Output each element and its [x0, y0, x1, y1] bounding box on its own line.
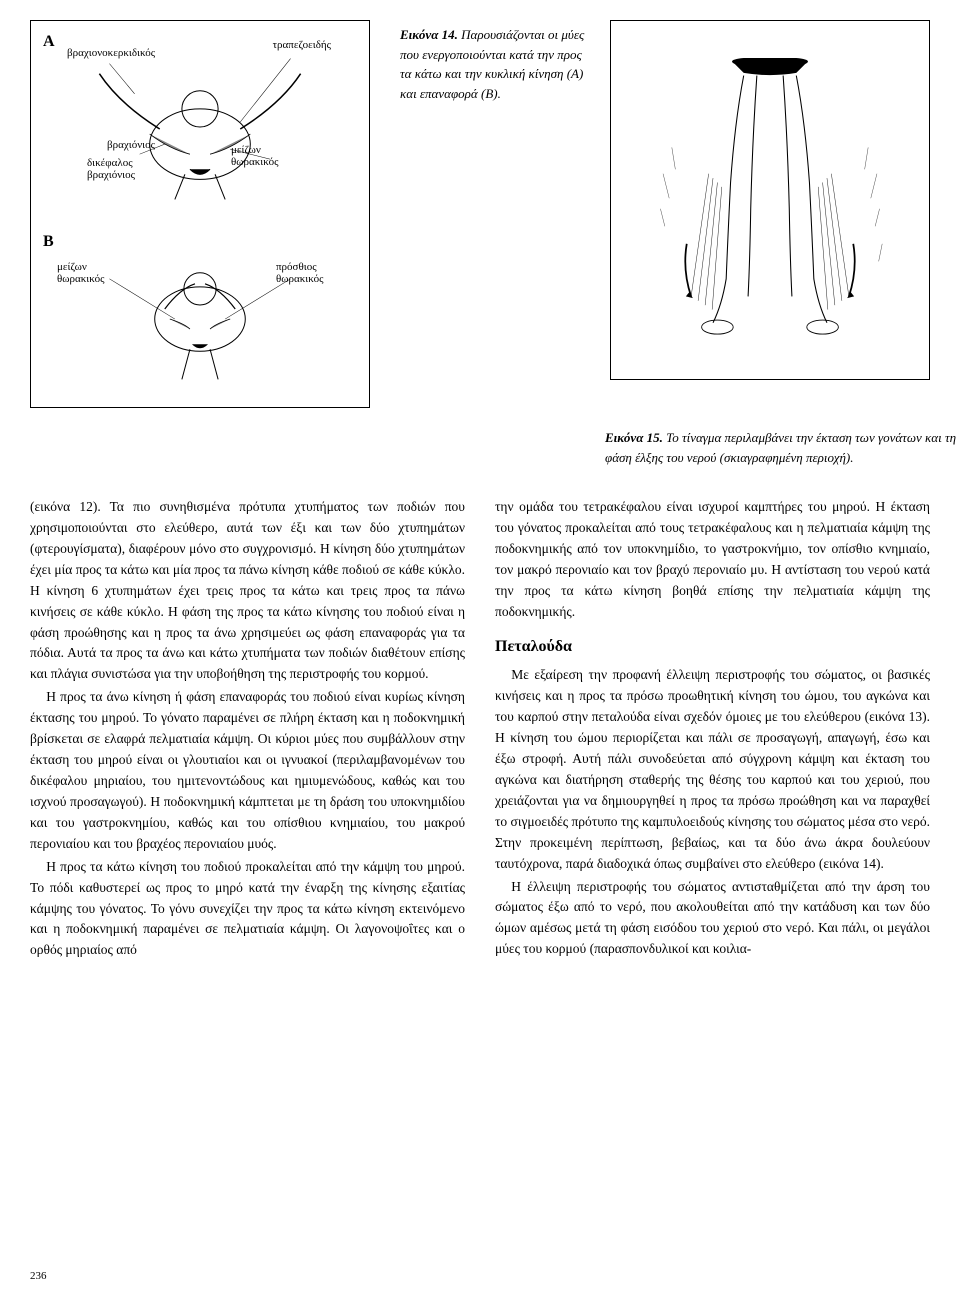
figure-14-caption: Εικόνα 14. Παρουσιάζονται οι μύες που εν…: [390, 20, 590, 408]
figure-15-container: [610, 20, 930, 380]
paragraph-6: Η έλλειψη περιστροφής του σώματος αντιστ…: [495, 877, 930, 961]
figure-14b: B μείζων θωρακικός πρόσθιος θωρακικός: [39, 229, 361, 399]
paragraph-2: Η προς τα άνω κίνηση ή φάση επαναφοράς τ…: [30, 687, 465, 854]
figure-14-container: A βραχιονοκερκιδικός τραπεζοειδής βραχιό…: [30, 20, 370, 408]
label-brachial: βραχιόνιος: [107, 139, 155, 151]
label-biceps: δικέφαλος βραχιόνιος: [87, 157, 157, 181]
figure-14a: A βραχιονοκερκιδικός τραπεζοειδής βραχιό…: [39, 29, 361, 219]
label-anterior-thoracic: πρόσθιος θωρακικός: [276, 261, 331, 285]
paragraph-3: Η προς τα κάτω κίνηση του ποδιού προκαλε…: [30, 857, 465, 962]
label-brachiocephalic: βραχιονοκερκιδικός: [67, 47, 155, 59]
label-major-thoracic-a: μείζων θωρακικός: [231, 144, 291, 168]
figure-14-label-b: B: [43, 233, 54, 251]
top-figures-section: A βραχιονοκερκιδικός τραπεζοειδής βραχιό…: [30, 20, 930, 408]
body-text-columns: (εικόνα 12). Τα πιο συνηθισμένα πρότυπα …: [30, 497, 930, 963]
page-number: 236: [30, 1270, 47, 1282]
label-major-thoracic-b: μείζων θωρακικός: [57, 261, 112, 285]
paragraph-5: Με εξαίρεση την προφανή έλλειψη περιστρο…: [495, 665, 930, 874]
caption-15-bold: Εικόνα 15.: [605, 430, 663, 445]
label-trapezoid: τραπεζοειδής: [273, 39, 331, 51]
caption-14-bold: Εικόνα 14.: [400, 27, 458, 42]
paragraph-1: (εικόνα 12). Τα πιο συνηθισμένα πρότυπα …: [30, 497, 465, 685]
paragraph-4: την ομάδα του τετρακέφαλου είναι ισχυροί…: [495, 497, 930, 623]
figure-14-label-a: A: [43, 33, 55, 51]
figure-15-caption: Εικόνα 15. Το τίναγμα περιλαμβάνει την έ…: [605, 428, 960, 467]
section-heading-butterfly: Πεταλούδα: [495, 635, 930, 660]
legs-illustration: [621, 31, 919, 369]
swimmer-illustration-b: [39, 229, 361, 399]
